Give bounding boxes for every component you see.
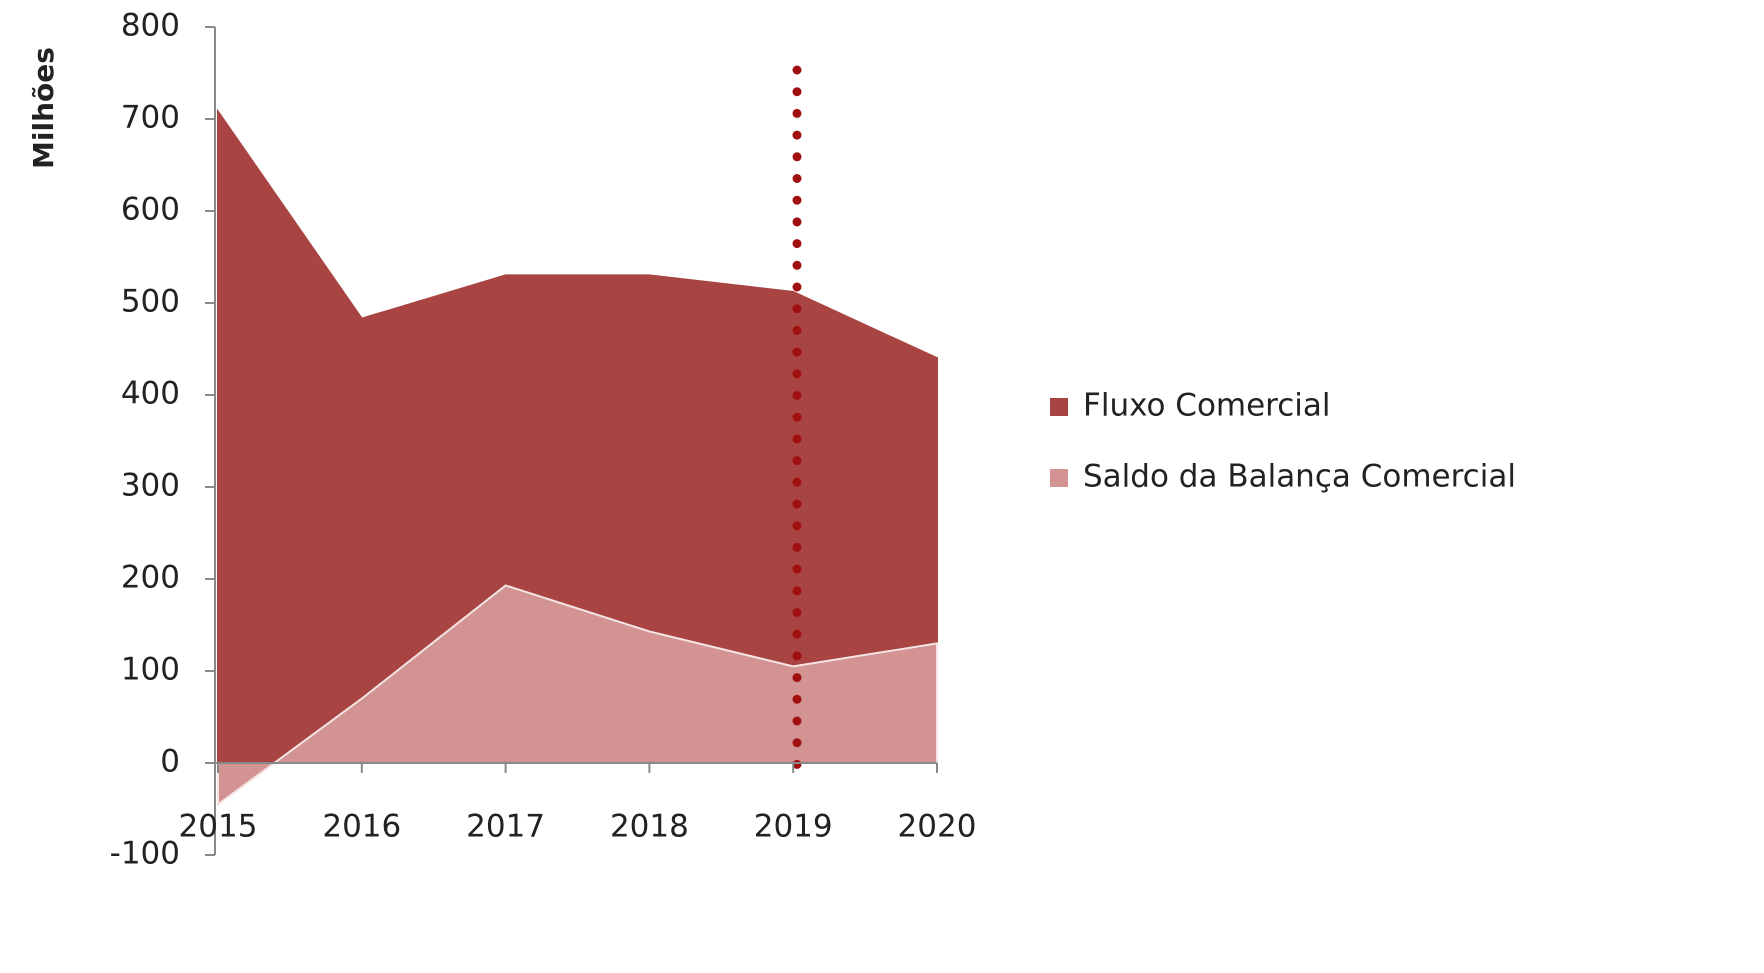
y-tick-label: 400: [121, 376, 180, 412]
y-tick-label: -100: [110, 836, 180, 872]
legend-swatch: [1050, 398, 1068, 416]
y-tick-label: 100: [121, 652, 180, 688]
y-tick-label: 800: [121, 8, 180, 44]
legend-label: Saldo da Balança Comercial: [1083, 459, 1516, 495]
y-axis-label: Milhões: [27, 47, 60, 169]
x-tick-label: 2018: [610, 809, 689, 845]
legend-label: Fluxo Comercial: [1083, 388, 1331, 424]
x-tick-label: 2017: [466, 809, 545, 845]
y-tick-label: 500: [121, 284, 180, 320]
area: [217, 108, 938, 764]
x-tick-label: 2019: [754, 809, 833, 845]
area: [217, 584, 938, 807]
y-tick-label: 600: [121, 192, 180, 228]
y-tick-label: 300: [121, 468, 180, 504]
plot: [217, 108, 938, 807]
x-tick-label: 2015: [179, 809, 258, 845]
y-tick-label: 200: [121, 560, 180, 596]
legend-swatch: [1050, 469, 1068, 487]
x-tick-label: 2016: [322, 809, 401, 845]
x-tick-label: 2020: [898, 809, 977, 845]
y-tick-label: 0: [160, 744, 180, 780]
y-tick-label: 700: [121, 100, 180, 136]
